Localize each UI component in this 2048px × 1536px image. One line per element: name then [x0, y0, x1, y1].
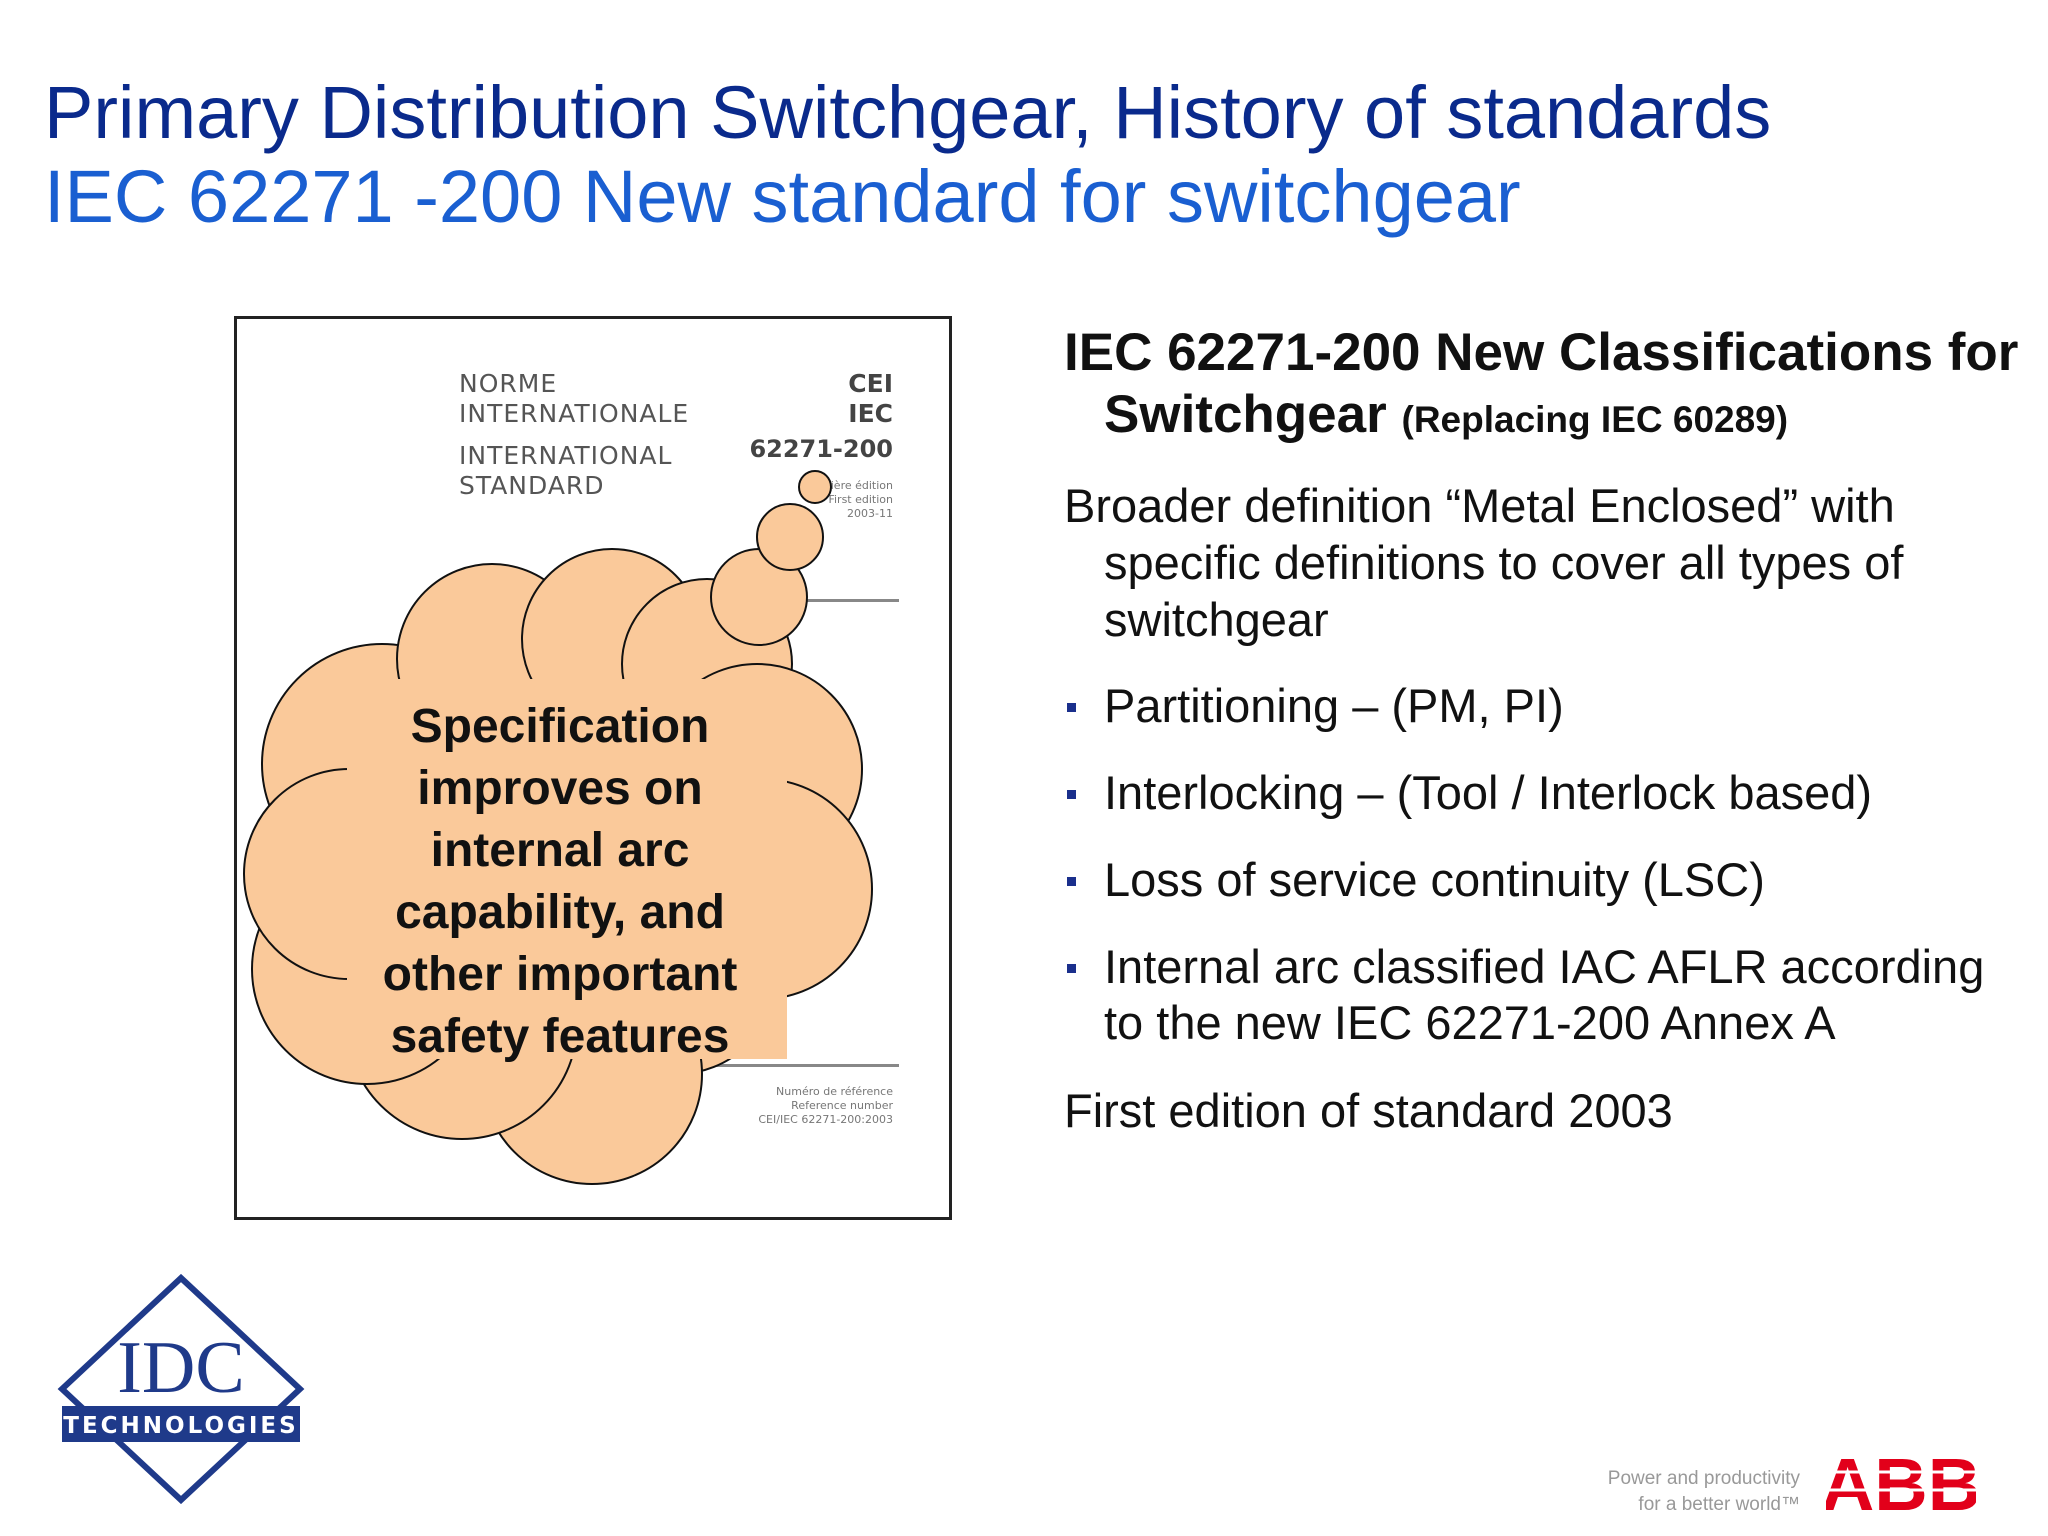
doc-norme-line1: NORME	[459, 369, 558, 398]
list-item-text: Loss of service continuity (LSC)	[1104, 853, 1765, 906]
doc-norme-label: NORME INTERNATIONALE	[459, 369, 689, 429]
idc-logo-subtext: TECHNOLOGIES	[63, 1413, 298, 1439]
bullet-list: Partitioning – (PM, PI) Interlocking – (…	[1064, 678, 2024, 1051]
section-heading-main: IEC 62271-200 New Classifications for Sw…	[1064, 323, 2019, 444]
doc-intl-line1: INTERNATIONAL	[459, 441, 673, 470]
doc-iec: IEC	[848, 399, 893, 428]
bullet-square-icon	[1067, 877, 1076, 886]
doc-reference: Numéro de référence Reference number CEI…	[758, 1085, 893, 1127]
intro-text: Broader definition “Metal Enclosed” with…	[1064, 479, 1904, 646]
doc-cei-iec: CEI IEC	[848, 369, 893, 429]
idc-logo-text: IDC	[117, 1327, 244, 1409]
closing-text: First edition of standard 2003	[1064, 1084, 1673, 1137]
section-heading: IEC 62271-200 New Classifications for Sw…	[1064, 322, 2024, 451]
doc-ref-en: Reference number	[791, 1099, 893, 1112]
idc-technologies-logo: IDC TECHNOLOGIES	[57, 1274, 305, 1504]
doc-ref-code: CEI/IEC 62271-200:2003	[758, 1113, 893, 1126]
doc-intl-line2: STANDARD	[459, 471, 605, 500]
thought-cloud-icon	[243, 470, 873, 1185]
doc-norme-line2: INTERNATIONALE	[459, 399, 690, 428]
bullet-square-icon	[1067, 964, 1076, 973]
doc-standard-number: 62271-200	[749, 435, 893, 463]
doc-edition-en: First edition	[828, 493, 893, 506]
doc-intl-label: INTERNATIONAL STANDARD	[459, 441, 672, 501]
list-item: Interlocking – (Tool / Interlock based)	[1064, 765, 2024, 821]
content-column: IEC 62271-200 New Classifications for Sw…	[1064, 322, 2024, 1139]
abb-logo: ABB	[1826, 1450, 1976, 1516]
doc-ref-fr: Numéro de référence	[776, 1085, 893, 1098]
abb-tagline-line1: Power and productivity	[1607, 1468, 1800, 1489]
list-item: Loss of service continuity (LSC)	[1064, 852, 2024, 908]
list-item: Internal arc classified IAC AFLR accordi…	[1064, 939, 2024, 1051]
abb-tagline: Power and productivity for a better worl…	[1560, 1466, 1800, 1518]
abb-logo-text: ABB	[1826, 1450, 1976, 1516]
doc-edition-date: 2003-11	[847, 507, 893, 520]
list-item: Partitioning – (PM, PI)	[1064, 678, 2024, 734]
section-heading-paren: (Replacing IEC 60289)	[1401, 399, 1789, 440]
list-item-text: Internal arc classified IAC AFLR accordi…	[1104, 940, 1985, 1049]
slide-title-line1: Primary Distribution Switchgear, History…	[44, 71, 1772, 154]
list-item-text: Partitioning – (PM, PI)	[1104, 679, 1564, 732]
bullet-square-icon	[1067, 790, 1076, 799]
callout-text: Specification improves on internal arc c…	[382, 700, 738, 1063]
standard-document-image: NORME INTERNATIONALE INTERNATIONAL STAND…	[234, 316, 952, 1220]
abb-tagline-line2: for a better world™	[1638, 1494, 1800, 1515]
slide-title-line2: IEC 62271 -200 New standard for switchge…	[44, 155, 1521, 238]
list-item-text: Interlocking – (Tool / Interlock based)	[1104, 766, 1873, 819]
bullet-square-icon	[1067, 703, 1076, 712]
doc-cei: CEI	[848, 369, 893, 398]
